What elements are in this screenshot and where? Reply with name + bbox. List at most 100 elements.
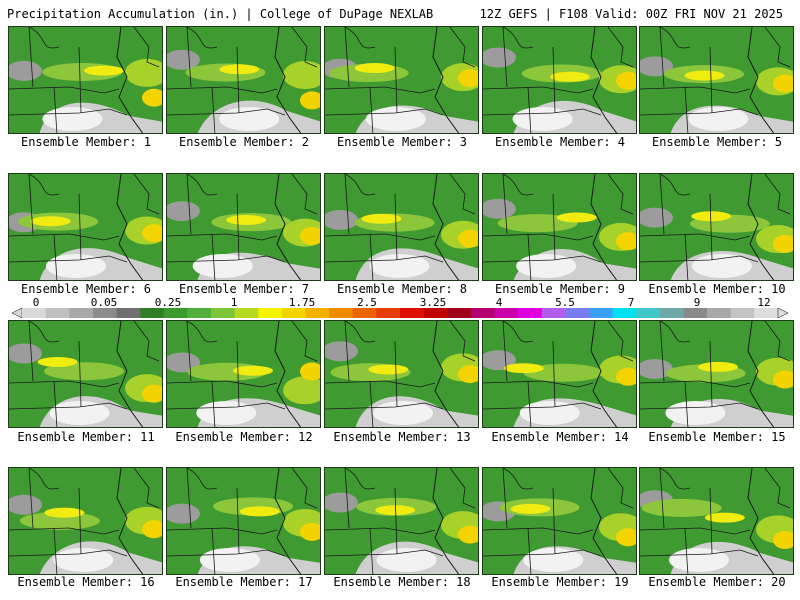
state-border: [640, 108, 759, 116]
heavy-precip-band: [556, 212, 597, 223]
ensemble-member-map-1: [8, 26, 163, 134]
offshore-heavy-precip: [773, 235, 793, 253]
state-border: [659, 174, 713, 280]
state-border: [640, 86, 751, 94]
moderate-precip-band: [44, 362, 125, 381]
state-border: [28, 27, 82, 133]
coastline: [116, 27, 144, 133]
colorbar-swatch: [376, 308, 401, 318]
great-lakes-outline: [28, 27, 60, 49]
state-border: [659, 468, 713, 574]
offshore-precip-area: [283, 61, 320, 90]
state-border: [483, 549, 602, 557]
great-lakes-outline: [502, 27, 534, 49]
heavy-precip-band: [361, 213, 402, 224]
colorbar-swatch: [45, 308, 70, 318]
colorbar-tick-label: 0.25: [154, 296, 182, 309]
light-precip-area: [167, 49, 200, 70]
state-border: [9, 255, 128, 263]
light-precip-area: [483, 47, 516, 68]
dry-area: [376, 548, 437, 572]
dry-area: [49, 401, 110, 425]
colorbar-swatch: [518, 308, 543, 318]
ensemble-member-map-2: [166, 26, 321, 134]
coastline: [449, 174, 476, 215]
coastline: [291, 174, 318, 215]
offshore-heavy-precip: [142, 224, 162, 243]
heavy-precip-band: [83, 65, 124, 76]
colorbar-labels: 0 0.05 0.25 1 1.75 2.5 3.25 4 5.5 7 9 12: [0, 296, 800, 310]
state-border: [483, 380, 594, 388]
coastline: [432, 321, 460, 427]
offshore-heavy-precip: [773, 370, 793, 389]
coastline: [764, 27, 791, 68]
dry-area: [196, 401, 257, 425]
coastline: [274, 321, 302, 427]
ensemble-member-label: Ensemble Member: 10: [648, 282, 786, 296]
offshore-precip-area: [125, 58, 162, 87]
colorbar-swatch: [447, 308, 472, 318]
state-border: [186, 468, 240, 574]
ensemble-member-map-9: [482, 173, 637, 281]
dry-area: [46, 254, 107, 278]
state-border: [659, 321, 713, 427]
light-precip-area: [325, 492, 358, 513]
offshore-heavy-precip: [300, 362, 320, 381]
state-border: [502, 321, 556, 427]
state-border: [325, 549, 444, 557]
state-border: [167, 108, 286, 116]
light-precip-area: [483, 350, 516, 371]
great-lakes-outline: [186, 27, 218, 49]
ensemble-member-label: Ensemble Member: 20: [648, 575, 786, 589]
colorbar-swatch: [234, 308, 259, 318]
ensemble-member-map-7: [166, 173, 321, 281]
state-border: [325, 402, 444, 410]
colorbar-swatch: [565, 308, 590, 318]
coastline: [449, 321, 476, 362]
coastline: [133, 27, 160, 68]
state-border: [659, 27, 713, 133]
coastline: [274, 174, 302, 280]
ensemble-member-label: Ensemble Member: 5: [651, 135, 783, 149]
ensemble-member-label: Ensemble Member: 13: [333, 430, 471, 444]
state-border: [325, 380, 436, 388]
great-lakes-outline: [344, 27, 376, 49]
ensemble-member-label: Ensemble Member: 19: [491, 575, 629, 589]
offshore-heavy-precip: [300, 522, 320, 541]
colorbar-swatch: [329, 308, 354, 318]
coastline: [747, 27, 775, 133]
state-border: [167, 527, 278, 535]
heavy-precip-band: [232, 365, 273, 376]
ensemble-member-label: Ensemble Member: 12: [175, 430, 313, 444]
moderate-precip-band: [641, 498, 722, 517]
dry-area: [53, 548, 114, 572]
heavy-precip-band: [691, 211, 732, 222]
light-precip-area: [325, 209, 358, 230]
ensemble-member-label: Ensemble Member: 18: [333, 575, 471, 589]
offshore-precip-area: [283, 376, 320, 405]
offshore-heavy-precip: [300, 226, 320, 245]
state-border: [186, 27, 240, 133]
state-border: [483, 86, 594, 94]
light-precip-area: [167, 352, 200, 373]
ensemble-member-map-11: [8, 320, 163, 428]
heavy-precip-band: [219, 64, 260, 75]
colorbar-tick-label: 5.5: [555, 296, 575, 309]
coastline: [291, 468, 318, 509]
coastline: [607, 468, 634, 509]
offshore-heavy-precip: [458, 229, 478, 248]
ensemble-member-label: Ensemble Member: 11: [17, 430, 155, 444]
dry-area: [691, 254, 752, 278]
coastline: [747, 468, 775, 574]
state-border: [186, 321, 240, 427]
heavy-precip-band: [698, 361, 739, 372]
light-precip-area: [9, 343, 42, 364]
dry-area: [512, 107, 573, 131]
colorbar-swatch: [707, 308, 732, 318]
state-border: [167, 233, 278, 241]
state-border: [502, 27, 556, 133]
colorbar-swatch: [730, 308, 755, 318]
coastline: [116, 174, 144, 280]
ensemble-member-label: Ensemble Member: 7: [178, 282, 310, 296]
coastline: [116, 321, 144, 427]
